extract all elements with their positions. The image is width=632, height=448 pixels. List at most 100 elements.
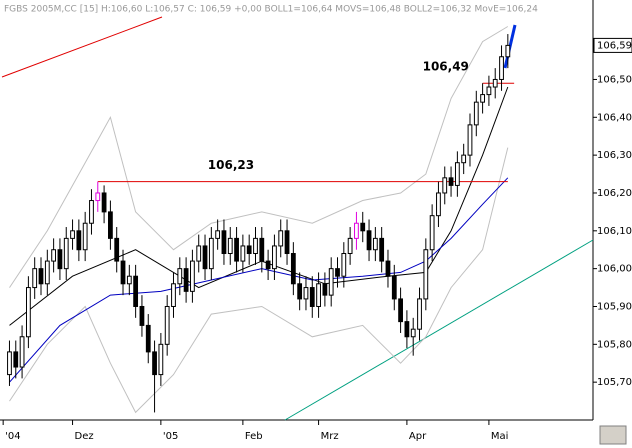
candle-body bbox=[208, 237, 214, 270]
candle-body bbox=[221, 230, 227, 255]
candle-body bbox=[448, 177, 454, 186]
candle-body bbox=[57, 249, 63, 270]
last-price-box bbox=[593, 37, 632, 53]
candle-body bbox=[246, 245, 252, 255]
candle-body bbox=[454, 162, 460, 186]
candle-body bbox=[152, 351, 157, 376]
candle-body bbox=[486, 86, 492, 96]
corner-button[interactable] bbox=[599, 425, 627, 445]
y-tick-label: 106,40 bbox=[597, 112, 632, 123]
candle-body bbox=[126, 275, 132, 285]
candle-body bbox=[379, 237, 385, 262]
candle-body bbox=[492, 78, 498, 88]
candle-body bbox=[164, 305, 170, 345]
candle-body bbox=[278, 230, 284, 247]
indicator-line bbox=[9, 147, 509, 414]
x-tick-label: Feb bbox=[245, 431, 263, 442]
candle-body bbox=[76, 230, 82, 251]
candle-body bbox=[240, 245, 246, 262]
candle-body bbox=[309, 287, 315, 307]
candle-body bbox=[158, 343, 164, 376]
candle-body bbox=[95, 192, 101, 202]
candle-body bbox=[316, 283, 321, 307]
candle-body bbox=[442, 177, 448, 194]
candle-body bbox=[196, 245, 202, 262]
candle-body bbox=[145, 324, 151, 353]
level-label: 106,49 bbox=[423, 60, 469, 74]
candle-body bbox=[473, 101, 479, 126]
candle-body bbox=[51, 249, 57, 262]
candle-body bbox=[234, 237, 239, 262]
candle-body bbox=[398, 298, 403, 323]
level-label: 106,23 bbox=[208, 158, 254, 172]
y-tick-label: 106,20 bbox=[597, 188, 632, 199]
x-tick-label: Mai bbox=[491, 431, 509, 442]
x-tick-label: Mrz bbox=[321, 431, 339, 442]
candle-body bbox=[284, 230, 290, 255]
candle-body bbox=[259, 237, 265, 262]
candle-body bbox=[335, 268, 340, 277]
candle-body bbox=[13, 351, 19, 368]
candle-body bbox=[328, 268, 334, 296]
y-tick-label: 106,10 bbox=[597, 226, 632, 237]
candle-body bbox=[177, 268, 183, 285]
candle-body bbox=[101, 192, 107, 213]
candle-body bbox=[467, 124, 473, 156]
chart-header: FGBS 2005M,CC [15] H:106,60 L:106,57 C: … bbox=[4, 5, 538, 15]
candle-body bbox=[171, 283, 176, 307]
candle-body bbox=[19, 336, 25, 368]
candle-body bbox=[341, 253, 347, 277]
candle-body bbox=[417, 298, 422, 330]
candle-body bbox=[297, 283, 303, 300]
candle-body bbox=[190, 260, 195, 292]
candle-body bbox=[461, 154, 467, 164]
trendline bbox=[284, 239, 594, 421]
candle-body bbox=[120, 260, 126, 285]
candle-body bbox=[372, 237, 378, 251]
candle-body bbox=[183, 268, 189, 292]
candle-body bbox=[70, 230, 75, 239]
candle-body bbox=[133, 275, 139, 307]
candle-body bbox=[25, 287, 31, 338]
candle-body bbox=[423, 249, 429, 300]
indicator-line bbox=[9, 26, 509, 288]
candle-body bbox=[227, 237, 233, 255]
candle-body bbox=[265, 260, 271, 270]
candle-body bbox=[82, 222, 88, 251]
candle-body bbox=[347, 237, 353, 255]
candle-body bbox=[44, 260, 50, 285]
trendline bbox=[1, 16, 163, 78]
x-tick-label: '05 bbox=[163, 431, 178, 442]
candle-body bbox=[290, 253, 296, 285]
candle-body bbox=[429, 215, 435, 251]
candle-body bbox=[63, 237, 69, 270]
candle-body bbox=[253, 237, 258, 255]
candle-body bbox=[410, 328, 416, 338]
candle-body bbox=[385, 260, 391, 277]
candle-body bbox=[7, 351, 12, 376]
y-tick-label: 105,90 bbox=[597, 301, 632, 312]
candle-body bbox=[391, 275, 397, 300]
last-price-label: 106,59 bbox=[597, 40, 632, 51]
candle-body bbox=[32, 268, 38, 289]
y-tick-label: 106,00 bbox=[597, 264, 632, 275]
x-tick-label: Apr bbox=[409, 431, 427, 442]
candle-body bbox=[322, 283, 328, 296]
x-tick-label: Dez bbox=[75, 431, 94, 442]
candle-body bbox=[38, 268, 44, 285]
y-tick-label: 105,80 bbox=[597, 339, 632, 350]
candle-body bbox=[215, 230, 221, 239]
candle-body bbox=[404, 321, 410, 338]
y-tick-label: 105,70 bbox=[597, 377, 632, 388]
y-tick-label: 106,30 bbox=[597, 150, 632, 161]
candle-body bbox=[303, 287, 309, 300]
candle-body bbox=[436, 192, 441, 217]
candle-body bbox=[139, 305, 145, 326]
candle-body bbox=[354, 222, 359, 239]
candle-body bbox=[505, 44, 511, 58]
candle-body bbox=[499, 56, 504, 80]
y-tick-label: 106,50 bbox=[597, 74, 632, 85]
